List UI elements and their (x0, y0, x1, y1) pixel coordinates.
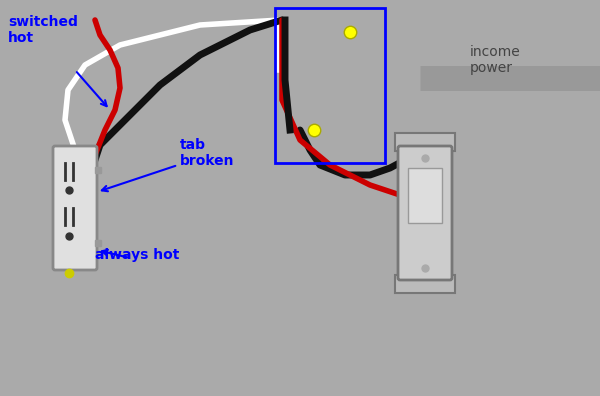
Text: tab
broken: tab broken (180, 138, 235, 168)
Bar (408, 168, 442, 223)
FancyBboxPatch shape (398, 146, 452, 280)
Bar (395, 275, 455, 293)
Text: always hot: always hot (95, 248, 179, 262)
Text: income
power: income power (470, 45, 521, 75)
Text: switched
hot: switched hot (8, 15, 78, 45)
FancyBboxPatch shape (53, 146, 97, 270)
Bar (275, 8, 385, 163)
Bar (395, 133, 455, 151)
